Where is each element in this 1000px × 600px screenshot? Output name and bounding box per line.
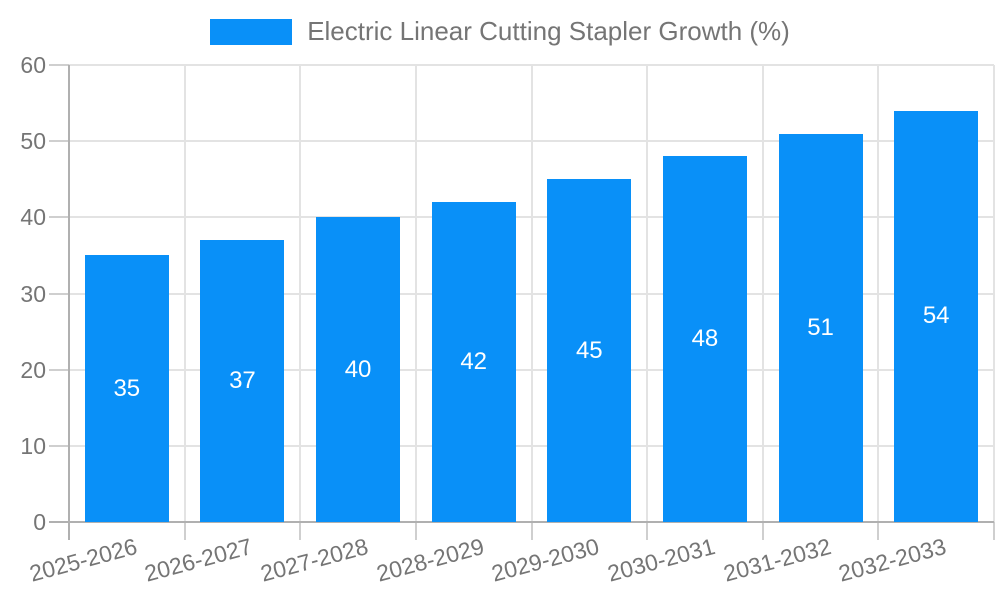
x-axis-tick xyxy=(299,522,302,540)
bar-value-label: 37 xyxy=(229,367,256,395)
bar: 48 xyxy=(662,156,747,522)
bar-value-label: 48 xyxy=(691,325,719,353)
bar: 42 xyxy=(431,202,516,522)
x-axis-tick xyxy=(530,522,533,540)
bar: 37 xyxy=(200,240,285,522)
x-axis-tick xyxy=(761,522,764,540)
bar-value-label: 51 xyxy=(807,313,834,341)
y-axis-tick-label: 10 xyxy=(20,432,46,459)
y-axis-tick xyxy=(49,444,69,447)
y-axis-tick-label: 20 xyxy=(20,356,46,383)
y-axis-tick-label: 0 xyxy=(33,509,46,535)
bar-value-label: 40 xyxy=(344,355,372,383)
y-axis-tick-label: 50 xyxy=(20,128,46,155)
bar: 40 xyxy=(316,217,401,522)
bar-value-label: 35 xyxy=(113,374,141,402)
x-axis-tick xyxy=(414,522,417,540)
gridline-vertical xyxy=(761,65,764,522)
x-axis-tick xyxy=(646,522,649,540)
y-axis-tick-label: 40 xyxy=(20,204,46,231)
y-axis-tick xyxy=(49,292,69,295)
y-axis-tick xyxy=(49,368,69,371)
gridline-vertical xyxy=(646,65,649,522)
gridline-vertical xyxy=(299,65,302,522)
gridline-vertical xyxy=(530,65,533,522)
y-axis-tick xyxy=(49,140,69,143)
legend-item[interactable]: Electric Linear Cutting Stapler Growth (… xyxy=(0,16,1000,47)
bar-value-label: 54 xyxy=(922,302,950,330)
y-axis-tick-label: 30 xyxy=(20,280,46,307)
bar: 45 xyxy=(547,179,632,522)
bar: 35 xyxy=(84,255,169,522)
bar: 51 xyxy=(778,133,863,522)
x-axis-line xyxy=(49,521,994,523)
gridline-vertical xyxy=(183,65,186,522)
x-axis-tick xyxy=(877,522,880,540)
gridline-vertical xyxy=(993,65,995,522)
bar: 54 xyxy=(894,110,979,522)
x-axis-tick xyxy=(993,522,995,540)
gridline-vertical xyxy=(414,65,417,522)
y-axis-line xyxy=(68,65,70,540)
bar-value-label: 45 xyxy=(575,336,603,364)
chart-title: Electric Linear Cutting Stapler Growth (… xyxy=(307,16,790,46)
y-axis-tick xyxy=(49,64,69,66)
gridline-vertical xyxy=(877,65,880,522)
legend-swatch xyxy=(210,18,293,45)
y-axis-tick xyxy=(49,216,69,219)
bar-value-label: 42 xyxy=(460,348,488,376)
x-axis-tick xyxy=(183,522,186,540)
y-axis-tick-label: 60 xyxy=(20,52,46,78)
